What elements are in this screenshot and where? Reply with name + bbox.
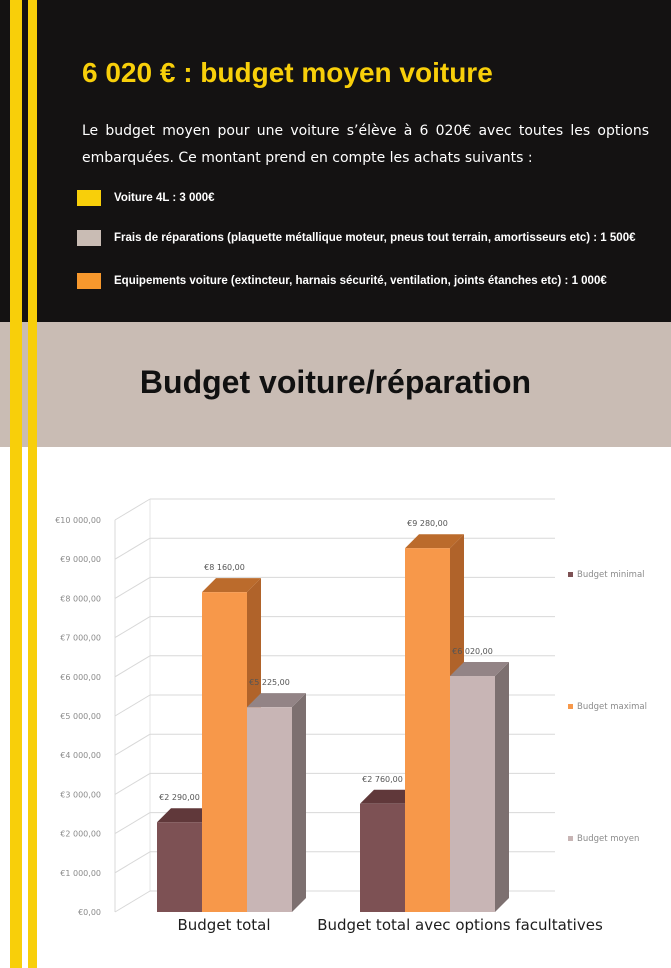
bar (157, 822, 202, 912)
gridline-diagonal (114, 498, 151, 521)
data-label: €8 160,00 (204, 563, 245, 572)
list-item-equipment: Equipements voiture (extincteur, harnais… (77, 271, 607, 291)
section-title: Budget voiture/réparation (139, 364, 532, 400)
gridline-diagonal (114, 537, 151, 560)
legend-label: Budget minimal (577, 570, 645, 580)
bar (405, 548, 450, 912)
y-tick-label: €6 000,00 (60, 673, 101, 682)
data-label: €6 020,00 (452, 647, 493, 656)
y-tick-label: €10 000,00 (55, 516, 101, 525)
gridline-diagonal (114, 890, 151, 913)
gridline-diagonal (114, 616, 151, 639)
bar-top-face (247, 693, 306, 708)
intro-paragraph: Le budget moyen pour une voiture s’élève… (82, 123, 649, 166)
y-tick-label: €4 000,00 (60, 751, 101, 760)
list-item-car: Voiture 4L : 3 000€ (77, 188, 215, 208)
bar-top-face (157, 808, 216, 823)
bar-top-face (450, 662, 509, 677)
bar-side-face (495, 662, 509, 912)
bar-top-face (202, 578, 261, 593)
legend-label: Budget maximal (577, 702, 647, 712)
beige-swatch (77, 230, 101, 246)
gridline-diagonal (114, 576, 151, 599)
data-label: €9 280,00 (407, 519, 448, 528)
data-label: €2 760,00 (362, 775, 403, 784)
legend-label: Budget moyen (577, 834, 639, 844)
legend-swatch (568, 836, 573, 841)
bar (247, 707, 292, 912)
y-tick-label: €5 000,00 (60, 712, 101, 721)
legend-swatch (568, 572, 573, 577)
list-item-repairs: Frais de réparations (plaquette métalliq… (77, 228, 635, 248)
data-label: €2 290,00 (159, 793, 200, 802)
y-tick-label: €3 000,00 (60, 790, 101, 799)
y-tick-label: €7 000,00 (60, 634, 101, 643)
left-accent-stripe-thin (28, 0, 37, 968)
header-panel (0, 0, 671, 322)
x-category-label: Budget total avec options facultatives (317, 916, 603, 934)
bar-top-face (405, 534, 464, 549)
data-label: €5 225,00 (249, 678, 290, 687)
yellow-swatch (77, 190, 101, 206)
bar (360, 803, 405, 912)
bar (202, 592, 247, 912)
list-item-label: Voiture 4L : 3 000€ (114, 192, 215, 204)
bar-side-face (292, 693, 306, 912)
page-title: 6 020 € : budget moyen voiture (82, 57, 493, 88)
y-tick-label: €2 000,00 (60, 830, 101, 839)
gridline-diagonal (114, 851, 151, 874)
section-title-band (0, 322, 671, 447)
gridline-diagonal (114, 733, 151, 756)
y-tick-label: €0,00 (78, 908, 101, 917)
x-category-label: Budget total (177, 916, 270, 934)
y-tick-label: €8 000,00 (60, 594, 101, 603)
gridline-diagonal (114, 772, 151, 795)
gridline-diagonal (114, 694, 151, 717)
bar (450, 676, 495, 912)
bar-top-face (360, 789, 419, 804)
list-item-label: Frais de réparations (plaquette métalliq… (114, 232, 636, 244)
gridline-diagonal (114, 812, 151, 835)
y-tick-label: €1 000,00 (60, 869, 101, 878)
gridline-diagonal (114, 655, 151, 678)
left-accent-stripe (10, 0, 22, 968)
legend-swatch (568, 704, 573, 709)
list-item-label: Equipements voiture (extincteur, harnais… (114, 275, 607, 287)
orange-swatch (77, 273, 101, 289)
y-tick-label: €9 000,00 (60, 555, 101, 564)
budget-bar-chart: €0,00 €1 000,00 €2 000,00 €3 000,00 €4 000,0… (55, 498, 647, 934)
